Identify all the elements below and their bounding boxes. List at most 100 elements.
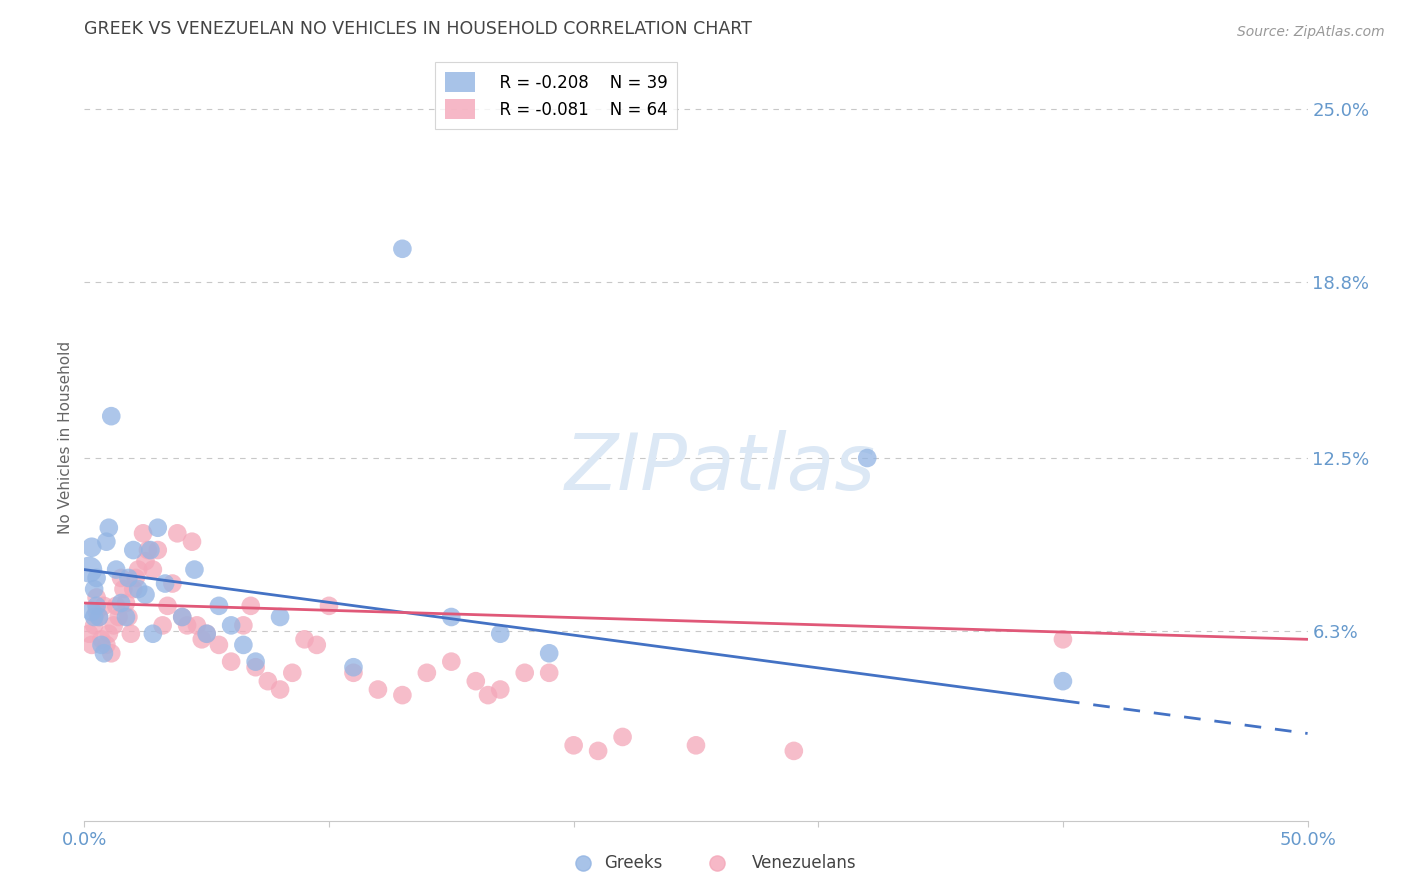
Point <box>122 543 145 558</box>
Point <box>367 682 389 697</box>
Point <box>115 596 138 610</box>
Point <box>77 563 100 577</box>
Point <box>166 526 188 541</box>
Point <box>132 526 155 541</box>
Point <box>440 655 463 669</box>
Point <box>112 582 135 596</box>
Y-axis label: No Vehicles in Household: No Vehicles in Household <box>58 341 73 533</box>
Point <box>127 582 149 596</box>
Point <box>172 610 194 624</box>
Point <box>86 571 108 585</box>
Point <box>90 638 112 652</box>
Point <box>152 618 174 632</box>
Point <box>208 638 231 652</box>
Point <box>612 730 634 744</box>
Point <box>208 599 231 613</box>
Point <box>110 571 132 585</box>
Point <box>416 665 439 680</box>
Point <box>136 543 159 558</box>
Point <box>305 638 328 652</box>
Point <box>538 665 561 680</box>
Point <box>93 599 115 613</box>
Point <box>86 591 108 605</box>
Point <box>391 242 413 256</box>
Point <box>135 554 157 568</box>
Point <box>281 665 304 680</box>
Point <box>105 563 128 577</box>
Point <box>110 596 132 610</box>
Point <box>489 682 512 697</box>
Point <box>153 576 176 591</box>
Point <box>269 682 291 697</box>
Point <box>107 610 129 624</box>
Point <box>239 599 262 613</box>
Point <box>87 610 110 624</box>
Point <box>127 563 149 577</box>
Point <box>856 450 879 465</box>
Point <box>783 744 806 758</box>
Point <box>195 626 218 640</box>
Point <box>186 618 208 632</box>
Point <box>156 599 179 613</box>
Legend:   R = -0.208    N = 39,   R = -0.081    N = 64: R = -0.208 N = 39, R = -0.081 N = 64 <box>436 62 678 129</box>
Point <box>586 744 609 758</box>
Point <box>80 541 103 555</box>
Point <box>139 543 162 558</box>
Point <box>90 632 112 647</box>
Point <box>342 660 364 674</box>
Point <box>80 638 103 652</box>
Point <box>219 655 242 669</box>
Point <box>125 571 148 585</box>
Point <box>162 576 184 591</box>
Point <box>195 626 218 640</box>
Point <box>232 618 254 632</box>
Point <box>257 674 280 689</box>
Point <box>93 646 115 660</box>
Point <box>391 688 413 702</box>
Text: ZIPatlas: ZIPatlas <box>565 430 876 506</box>
Point <box>181 534 204 549</box>
Point <box>538 646 561 660</box>
Text: GREEK VS VENEZUELAN NO VEHICLES IN HOUSEHOLD CORRELATION CHART: GREEK VS VENEZUELAN NO VEHICLES IN HOUSE… <box>84 21 752 38</box>
Point <box>117 571 139 585</box>
Point <box>77 626 100 640</box>
Point <box>96 638 118 652</box>
Point <box>232 638 254 652</box>
Point <box>562 739 585 753</box>
Point <box>103 618 125 632</box>
Text: Source: ZipAtlas.com: Source: ZipAtlas.com <box>1237 25 1385 39</box>
Point <box>183 563 205 577</box>
Point <box>96 534 118 549</box>
Text: Venezuelans: Venezuelans <box>752 855 856 872</box>
Point <box>294 632 316 647</box>
Point <box>219 618 242 632</box>
Point <box>83 582 105 596</box>
Point <box>572 856 595 871</box>
Point <box>146 521 169 535</box>
Point <box>142 563 165 577</box>
Point <box>245 655 267 669</box>
Point <box>191 632 214 647</box>
Point <box>146 543 169 558</box>
Point <box>83 610 105 624</box>
Point <box>142 626 165 640</box>
Point <box>477 688 499 702</box>
Point <box>80 604 103 618</box>
Point <box>117 610 139 624</box>
Point <box>440 610 463 624</box>
Point <box>115 610 138 624</box>
Point <box>86 599 108 613</box>
Point <box>318 599 340 613</box>
Point <box>685 739 707 753</box>
Point <box>269 610 291 624</box>
Point <box>87 610 110 624</box>
Point <box>489 626 512 640</box>
Point <box>706 856 728 871</box>
Point <box>83 618 105 632</box>
Point <box>513 665 536 680</box>
Point <box>135 588 157 602</box>
Point <box>120 626 142 640</box>
Point <box>1052 632 1074 647</box>
Point <box>342 665 364 680</box>
Point <box>245 660 267 674</box>
